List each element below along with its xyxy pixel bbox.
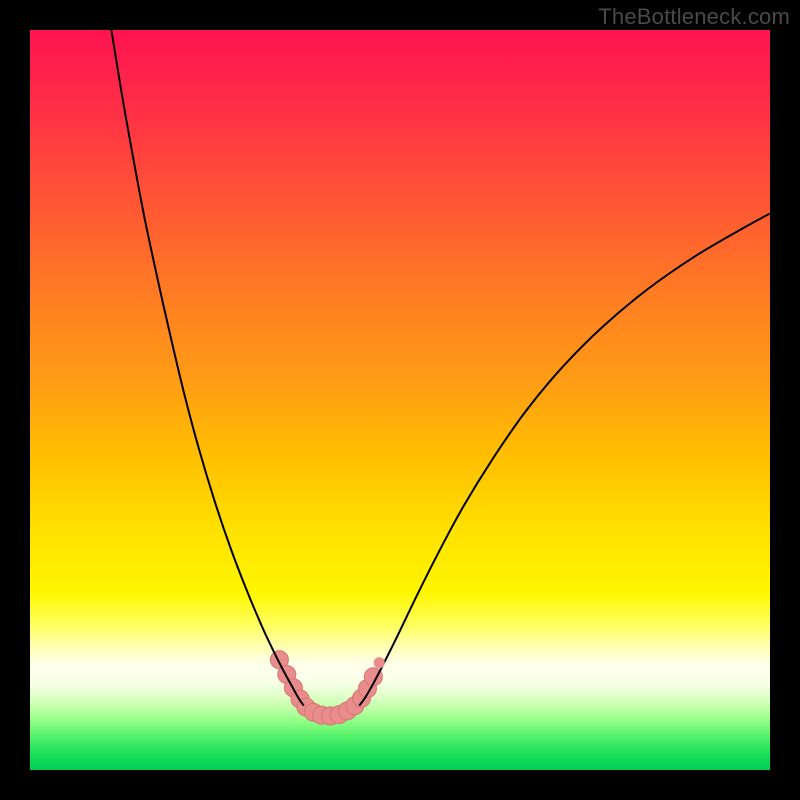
bottleneck-curve	[30, 30, 770, 770]
curve-right-branch	[359, 214, 770, 706]
outlier-marker	[374, 657, 385, 668]
curve-left-branch	[111, 30, 303, 706]
bottleneck-chart	[30, 30, 770, 770]
marker-sequence	[270, 651, 382, 725]
watermark-text: TheBottleneck.com	[598, 4, 790, 30]
